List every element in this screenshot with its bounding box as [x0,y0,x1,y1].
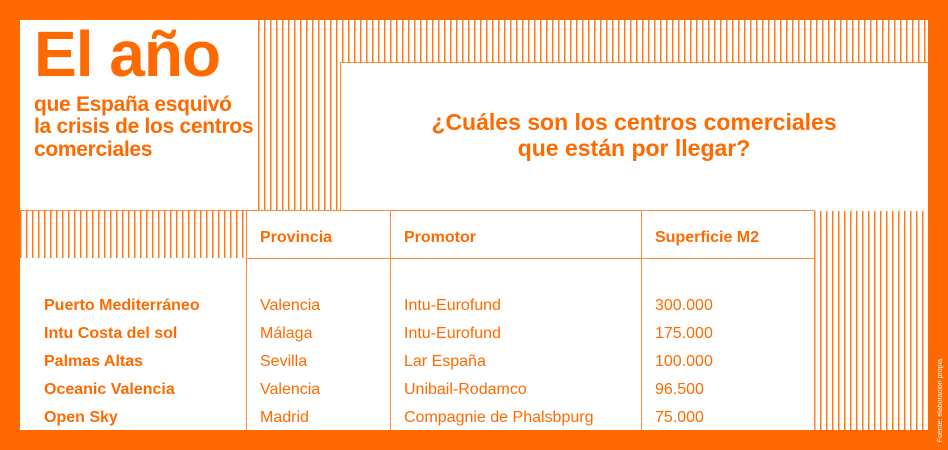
cell-promotor: Unibail-Rodamco [404,381,527,398]
col-divider-4 [814,210,815,430]
cell-name: Intu Costa del sol [44,325,178,342]
infographic-canvas: El año que España esquivó la crisis de l… [20,20,928,430]
cell-superficie: 75.000 [655,409,704,426]
cell-provincia: Valencia [260,297,321,314]
col-divider-1 [246,210,247,430]
column-header-provincia: Provincia [260,229,333,246]
col-divider-2 [390,210,391,430]
cell-name: Open Sky [44,409,118,426]
cell-name: Palmas Altas [44,353,144,370]
question-text: ¿Cuáles son los centros comerciales que … [431,109,837,161]
table-top-border [20,210,814,211]
cell-provincia: Málaga [260,325,313,342]
column-header-promotor: Promotor [404,229,476,246]
stripe-pattern-right [814,210,928,430]
header-divider [246,258,814,259]
stripe-pattern-header-row [20,210,246,258]
question-heading: ¿Cuáles son los centros comerciales que … [340,62,928,210]
cell-name: Oceanic Valencia [44,381,175,398]
page-subtitle: que España esquivó la crisis de los cent… [34,93,254,161]
page-title: El año [34,20,221,90]
cell-promotor: Compagnie de Phalsbpurg [404,409,594,426]
cell-provincia: Madrid [260,409,309,426]
cell-name: Puerto Mediterráneo [44,297,200,314]
cell-superficie: 300.000 [655,297,713,314]
source-note: Fuente: elaboración propia [937,358,944,442]
col-divider-3 [641,210,642,430]
cell-promotor: Lar España [404,353,486,370]
cell-superficie: 175.000 [655,325,713,342]
cell-provincia: Sevilla [260,353,308,370]
column-header-superficie: Superficie M2 [655,229,760,246]
shopping-centers-table: Provincia Promotor Superficie M2 Puerto … [20,210,815,430]
cell-superficie: 100.000 [655,353,713,370]
question-panel [340,62,928,211]
cell-provincia: Valencia [260,381,321,398]
cell-promotor: Intu-Eurofund [404,325,501,342]
cell-superficie: 96.500 [655,381,704,398]
cell-promotor: Intu-Eurofund [404,297,501,314]
